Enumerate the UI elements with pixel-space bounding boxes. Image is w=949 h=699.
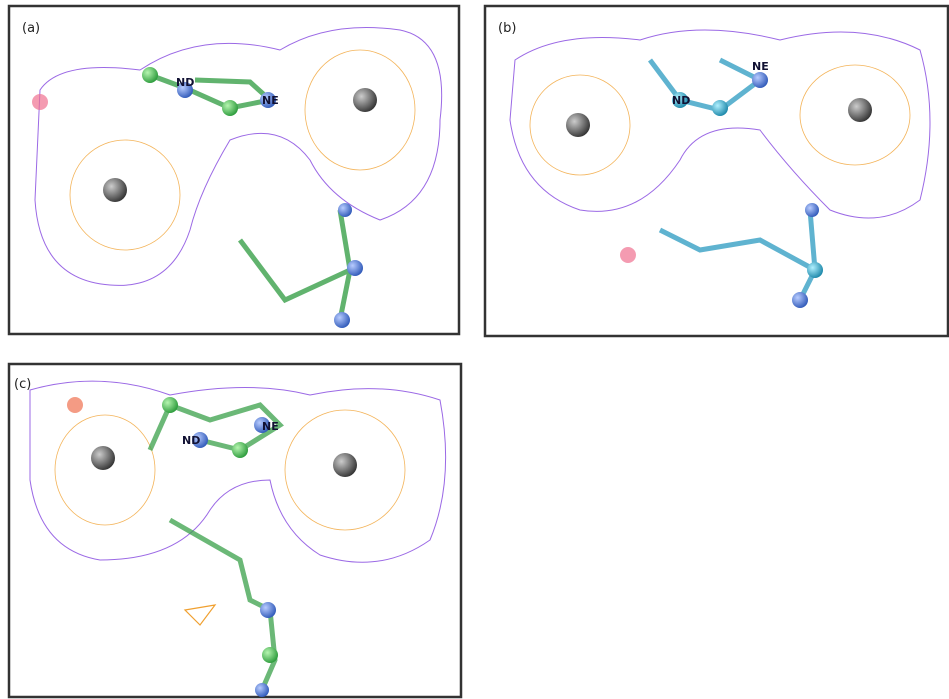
metal-ion	[566, 113, 590, 137]
atom	[338, 203, 352, 217]
figure: (a) ND NE (b) ND NE	[0, 0, 949, 699]
panel-label: (b)	[498, 21, 516, 36]
metal-ion	[848, 98, 872, 122]
metal-ion	[353, 88, 377, 112]
atom	[792, 292, 808, 308]
panel-label: (a)	[22, 21, 40, 36]
atom	[347, 260, 363, 276]
panel-b: (b) ND NE	[485, 6, 948, 336]
panel-frame	[485, 6, 948, 336]
atom	[712, 100, 728, 116]
atom-label: NE	[262, 94, 279, 107]
metal-ion	[91, 446, 115, 470]
panel-frame	[9, 6, 459, 334]
panel-c: (c) ND NE	[9, 364, 461, 697]
atom	[620, 247, 636, 263]
panel-a: (a) ND NE	[9, 6, 459, 334]
atom-label: ND	[672, 94, 690, 107]
atom	[334, 312, 350, 328]
atom-label: ND	[176, 76, 194, 89]
atom	[32, 94, 48, 110]
atom	[162, 397, 178, 413]
atom	[260, 602, 276, 618]
atom	[807, 262, 823, 278]
atom-label: ND	[182, 434, 200, 447]
atom	[752, 72, 768, 88]
atom	[262, 647, 278, 663]
metal-ion	[333, 453, 357, 477]
atom	[232, 442, 248, 458]
metal-ion	[103, 178, 127, 202]
atom	[222, 100, 238, 116]
atom	[805, 203, 819, 217]
panel-label: (c)	[14, 377, 31, 392]
atom-label: NE	[752, 60, 769, 73]
atom	[67, 397, 83, 413]
atom	[142, 67, 158, 83]
atom	[255, 683, 269, 697]
atom-label: NE	[262, 420, 279, 433]
